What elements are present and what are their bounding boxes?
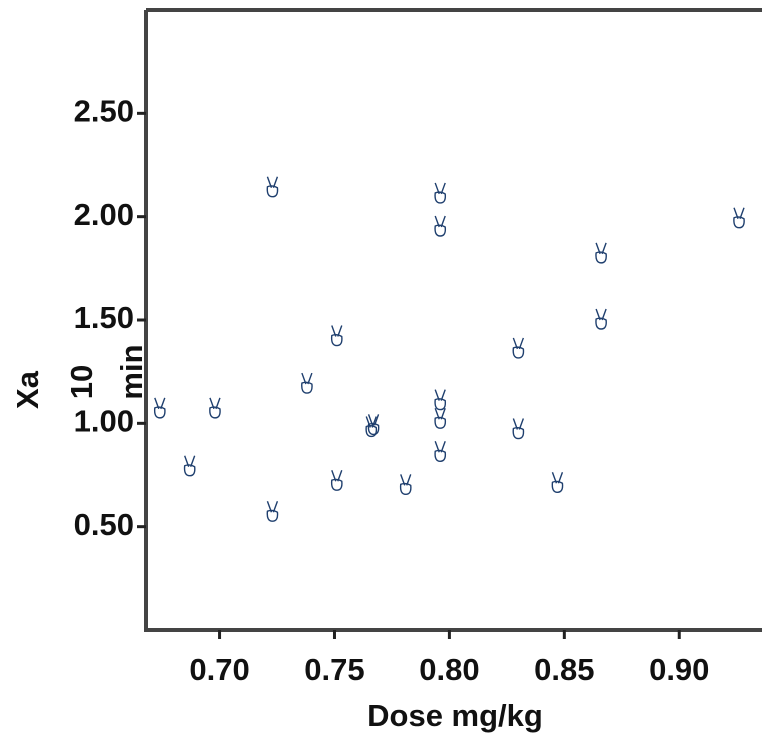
point: [434, 215, 447, 237]
point: [301, 372, 313, 394]
x-tick-label: 0.75: [304, 652, 364, 687]
y-tick-label: 2.50: [74, 94, 134, 129]
y-axis-label-subscript: 10: [64, 365, 99, 399]
y-axis-label-unit: min: [114, 344, 149, 399]
point: [330, 325, 343, 347]
point: [512, 337, 525, 359]
point: [367, 414, 380, 436]
point: [266, 500, 279, 522]
point: [266, 176, 279, 198]
y-tick-label: 2.00: [74, 197, 134, 232]
point: [551, 472, 564, 493]
axis-frame: [144, 8, 762, 632]
point: [512, 418, 525, 440]
point: [595, 242, 607, 264]
y-tick-label: 1.50: [74, 300, 134, 335]
point: [330, 469, 343, 491]
point: [183, 455, 196, 477]
x-axis-label: Dose mg/kg: [367, 698, 543, 733]
y-tick-label: 0.50: [74, 507, 134, 542]
point: [209, 397, 221, 419]
y-tick-label: 1.00: [74, 404, 134, 439]
point: [434, 182, 447, 204]
point: [434, 441, 447, 462]
x-tick-label: 0.90: [649, 652, 709, 687]
point: [434, 407, 447, 429]
x-tick-label: 0.70: [189, 652, 249, 687]
point: [399, 474, 412, 496]
x-tick-label: 0.80: [419, 652, 479, 687]
point: [434, 389, 447, 411]
y-axis-label: Xa: [10, 370, 45, 409]
point: [153, 397, 166, 419]
x-tick-label: 0.85: [534, 652, 594, 687]
point: [733, 207, 745, 229]
point: [595, 308, 607, 330]
